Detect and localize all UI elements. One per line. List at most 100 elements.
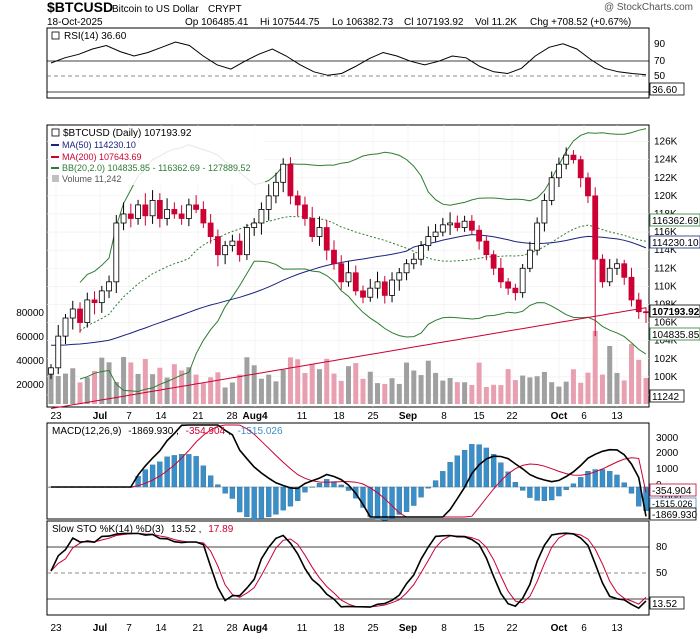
volume-bar — [462, 382, 468, 404]
volume-bar — [643, 378, 649, 404]
volume-bar — [498, 385, 504, 404]
macd-label-val2: -354.904 — [186, 426, 226, 437]
candle-body — [432, 231, 439, 237]
sto-label-main: Slow STO %K(14) %D(3) — [52, 524, 164, 535]
macd-histogram-bar — [469, 444, 475, 488]
macd-label-main: MACD(12,26,9) — [52, 426, 121, 437]
candle-body — [512, 287, 519, 294]
x-tick-label: 28 — [226, 623, 238, 634]
sto-label-k: 13.52 — [171, 524, 196, 535]
rsi-value-tag: 36.60 — [652, 85, 677, 96]
volume-bar — [150, 374, 156, 404]
volume-bar — [338, 380, 344, 404]
x-tick-label: 23 — [50, 623, 62, 634]
macd-histogram-bar — [222, 486, 228, 494]
macd-histogram-bar — [200, 465, 207, 488]
price-tick-label: 122K — [654, 173, 678, 184]
x-tick-label: Jul — [93, 411, 108, 422]
volume-bar — [483, 386, 489, 404]
volume-bar — [563, 381, 569, 404]
bb-mid-tag-box — [649, 213, 700, 227]
volume-bar — [215, 372, 221, 404]
rsi-tick-70: 70 — [654, 56, 666, 67]
candle-body — [599, 258, 606, 283]
candle-body — [69, 308, 76, 319]
macd-histogram-bar — [164, 456, 170, 488]
x-tick-label: Sep — [399, 411, 417, 422]
macd-histogram-bar — [171, 455, 178, 488]
volume-bar — [55, 376, 61, 404]
macd-label-val3: -1515.026 — [237, 426, 282, 437]
macd-histogram-bar — [324, 479, 330, 488]
price-right-ticks: 126K124K122K120K118K116K114K112K110K108K… — [654, 137, 678, 401]
candle-body — [454, 222, 461, 228]
candles — [48, 147, 649, 380]
candle-body — [410, 258, 417, 265]
macd-histogram-bar — [237, 486, 243, 513]
rsi-label: RSI(14) 36.60 — [64, 31, 127, 42]
candle-body — [229, 240, 236, 247]
x-tick-label: 25 — [367, 623, 379, 634]
candle-body — [621, 263, 628, 278]
symbol-name: Bitcoin to US Dollar — [112, 4, 199, 15]
volume-bar — [142, 359, 148, 404]
candle-body — [425, 236, 432, 247]
x-tick-label: 8 — [441, 411, 447, 422]
macd-histogram-bar — [418, 486, 424, 498]
macd-histogram-bar — [534, 486, 540, 501]
x-tick-label: 8 — [441, 623, 447, 634]
ma200-legend: MA(200) 107643.69 — [62, 152, 142, 162]
close-tag: 107193.92 — [652, 307, 700, 318]
volume-bar — [84, 377, 90, 404]
watermark: @ StockCharts.com — [604, 2, 693, 13]
macd-histogram-bar — [490, 454, 497, 488]
volume-bar — [280, 369, 286, 404]
candle-body — [294, 195, 301, 206]
macd-label: MACD(12,26,9) -1869.930 , -354.904 , -15… — [52, 426, 283, 437]
macd-histogram-bar — [512, 482, 519, 488]
candle-body — [309, 218, 316, 237]
volume-bar — [121, 356, 127, 404]
volume-bar — [237, 374, 243, 404]
x-tick-label: 6 — [581, 411, 587, 422]
volume-bar — [251, 365, 257, 404]
macd-histogram-bar — [207, 475, 214, 488]
candle-body — [374, 281, 381, 289]
price-legend-title: $BTCUSD (Daily) 107193.92 — [63, 128, 192, 139]
candle-body — [476, 229, 483, 242]
candle-body — [149, 199, 156, 217]
volume-bar — [266, 374, 272, 404]
macd-histogram-bar — [389, 486, 395, 519]
candle-body — [490, 254, 497, 269]
macd-histogram-bar — [258, 486, 265, 520]
volume-bar — [179, 370, 185, 404]
volume-bars — [48, 330, 649, 404]
candle-body — [127, 213, 134, 219]
macd-histogram-bar — [570, 483, 577, 488]
volume-bar — [636, 359, 642, 404]
x-tick-label: 11 — [297, 411, 308, 422]
candle-body — [62, 317, 69, 337]
macd-label-sep2: , — [228, 426, 231, 437]
candle-body — [360, 290, 366, 298]
candle-body — [439, 224, 446, 233]
x-tick-label: Aug4 — [243, 411, 268, 422]
sto-label-d: 17.89 — [208, 524, 233, 535]
price-tick-label: 104K — [654, 336, 678, 347]
volume-bar — [273, 381, 279, 404]
x-tick-label: 15 — [473, 411, 485, 422]
rsi-series-line — [50, 41, 647, 76]
macd-signal-line — [51, 424, 647, 518]
x-tick-label: 6 — [581, 623, 587, 634]
candle-body — [185, 204, 192, 219]
volume-bar — [425, 360, 431, 404]
x-tick-label: 7 — [126, 623, 132, 634]
volume-bar — [287, 357, 293, 404]
volume-bar — [549, 382, 555, 404]
macd-histogram-bar — [447, 462, 453, 488]
volume-bar — [360, 378, 366, 404]
macd-histogram-bar — [440, 471, 446, 488]
volume-bar — [520, 375, 526, 404]
candle-body — [497, 267, 504, 283]
candle-body — [244, 227, 250, 256]
